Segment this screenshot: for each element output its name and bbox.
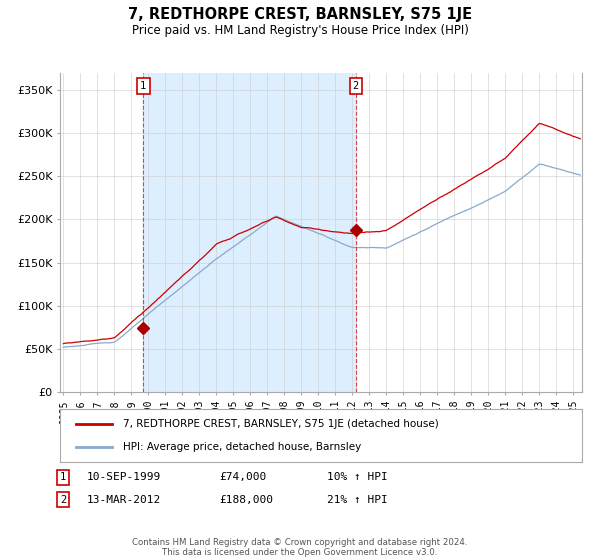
Bar: [143, 73, 356, 392]
Text: 10% ↑ HPI: 10% ↑ HPI: [327, 472, 388, 482]
Text: £74,000: £74,000: [219, 472, 266, 482]
Text: 10-SEP-1999: 10-SEP-1999: [87, 472, 161, 482]
Text: 1: 1: [60, 472, 66, 482]
Text: 2: 2: [353, 81, 359, 91]
Text: 13-MAR-2012: 13-MAR-2012: [87, 494, 161, 505]
Text: 21% ↑ HPI: 21% ↑ HPI: [327, 494, 388, 505]
Text: 1: 1: [140, 81, 146, 91]
Text: Price paid vs. HM Land Registry's House Price Index (HPI): Price paid vs. HM Land Registry's House …: [131, 24, 469, 37]
Text: 7, REDTHORPE CREST, BARNSLEY, S75 1JE: 7, REDTHORPE CREST, BARNSLEY, S75 1JE: [128, 7, 472, 22]
Text: 7, REDTHORPE CREST, BARNSLEY, S75 1JE (detached house): 7, REDTHORPE CREST, BARNSLEY, S75 1JE (d…: [122, 419, 439, 429]
Text: 2: 2: [60, 494, 66, 505]
Text: HPI: Average price, detached house, Barnsley: HPI: Average price, detached house, Barn…: [122, 442, 361, 452]
Text: Contains HM Land Registry data © Crown copyright and database right 2024.
This d: Contains HM Land Registry data © Crown c…: [132, 538, 468, 557]
Text: £188,000: £188,000: [219, 494, 273, 505]
